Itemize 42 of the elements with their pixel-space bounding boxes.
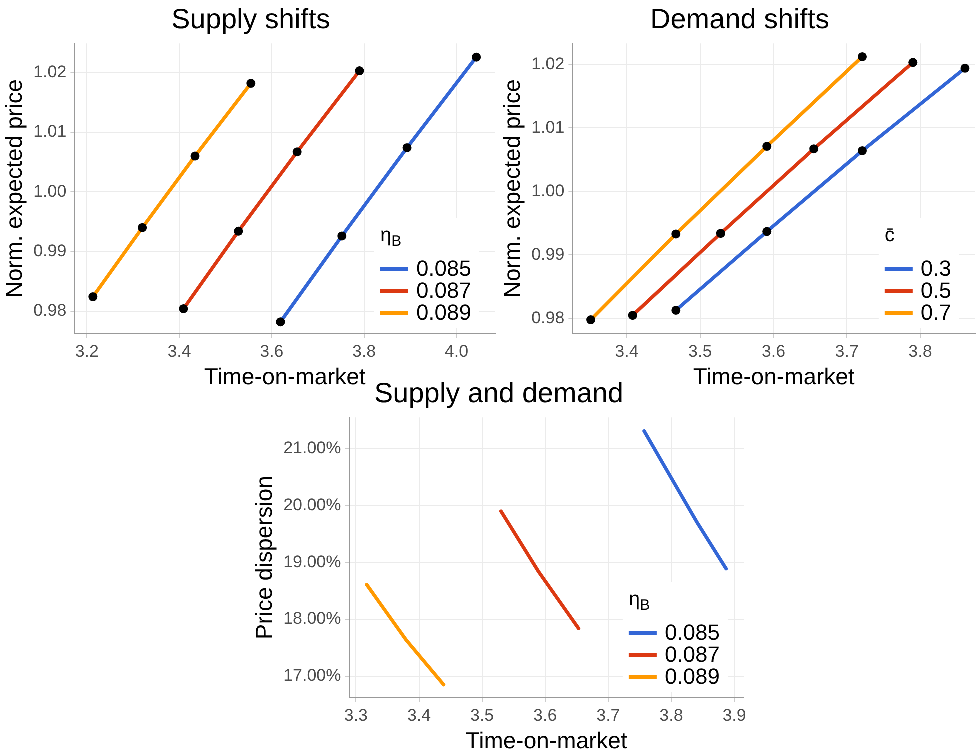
chart-title: Supply shifts (172, 4, 330, 35)
y-tick-label: 1.01 (532, 118, 565, 137)
chart-title: Demand shifts (650, 4, 830, 35)
x-tick-label: 3.5 (688, 342, 712, 361)
x-tick-label: 3.5 (470, 706, 494, 725)
x-tick-label: 3.3 (344, 706, 368, 725)
x-axis-title: Time-on-market (466, 728, 628, 754)
x-tick-label: 3.6 (762, 342, 786, 361)
y-tick-label: 1.01 (34, 122, 67, 142)
y-tick-label: 21.00% (284, 438, 342, 458)
y-tick-label: 0.99 (34, 241, 67, 260)
x-tick-label: 3.2 (75, 342, 99, 361)
legend-title: c̄ (884, 224, 895, 247)
x-tick-label: 3.4 (407, 706, 432, 725)
x-tick-label: 3.7 (596, 706, 620, 725)
y-tick-label: 0.98 (532, 308, 565, 328)
x-tick-label: 3.6 (534, 706, 558, 725)
x-tick-label: 3.4 (615, 342, 639, 361)
x-tick-label: 4.0 (444, 342, 469, 361)
y-axis-title: Norm. expected price (499, 80, 526, 298)
y-tick-label: 1.02 (34, 62, 67, 82)
y-tick-label: 17.00% (284, 666, 342, 686)
x-tick-label: 3.8 (908, 342, 932, 361)
y-tick-label: 0.99 (532, 244, 565, 264)
y-tick-label: 20.00% (284, 495, 342, 514)
x-tick-label: 3.8 (660, 706, 684, 725)
y-axis-title: Price dispersion (251, 476, 278, 640)
x-tick-label: 3.6 (260, 342, 284, 361)
y-tick-label: 1.00 (532, 181, 565, 200)
x-axis-title: Time-on-market (204, 364, 366, 390)
y-axis-title: Norm. expected price (1, 80, 28, 298)
y-tick-label: 0.98 (34, 301, 67, 320)
y-tick-label: 19.00% (284, 552, 342, 572)
y-tick-label: 18.00% (284, 609, 342, 628)
x-tick-label: 3.4 (168, 342, 192, 361)
y-tick-label: 1.00 (34, 182, 67, 201)
y-tick-label: 1.02 (532, 54, 565, 74)
x-tick-label: 3.9 (722, 706, 746, 725)
x-tick-label: 3.7 (835, 342, 859, 361)
chart-title: Supply and demand (374, 378, 624, 409)
x-tick-label: 3.8 (352, 342, 376, 361)
x-axis-title: Time-on-market (693, 364, 856, 390)
